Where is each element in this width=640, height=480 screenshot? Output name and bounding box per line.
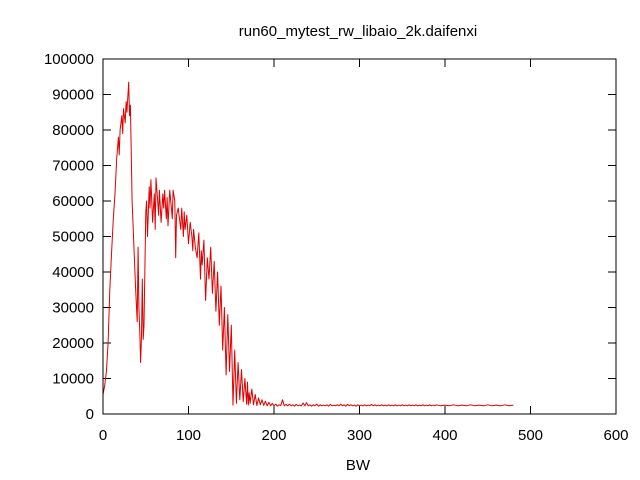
chart-title: run60_mytest_rw_libaio_2k.daifenxi — [239, 23, 477, 40]
y-tick-label: 90000 — [52, 87, 94, 104]
x-tick-label: 100 — [176, 427, 201, 444]
series-layer — [102, 81, 514, 407]
y-tick-label: 80000 — [52, 122, 94, 139]
y-tick-label: 60000 — [52, 193, 94, 210]
y-tick-label: 0 — [86, 406, 94, 423]
x-tick-label: 500 — [518, 427, 543, 444]
x-tick-label: 0 — [99, 427, 107, 444]
x-tick-label: 300 — [347, 427, 372, 444]
y-tick-label: 40000 — [52, 264, 94, 281]
x-tick-label: 400 — [432, 427, 457, 444]
y-tick-label: 30000 — [52, 300, 94, 317]
x-tick-label: 200 — [261, 427, 286, 444]
series-line-bandwidth — [102, 81, 514, 407]
y-axis-tick-labels: 0 10000 20000 30000 40000 50000 60000 70000 8000… — [44, 51, 94, 423]
x-axis-tick-labels: 0 100 200 300 400 500 600 — [99, 427, 629, 444]
y-tick-label: 50000 — [52, 229, 94, 246]
y-tick-label: 10000 — [52, 371, 94, 388]
y-tick-label: 20000 — [52, 335, 94, 352]
x-axis-title: BW — [346, 457, 371, 474]
y-tick-label: 100000 — [44, 51, 94, 68]
plot-frame — [102, 58, 617, 415]
x-tick-label: 600 — [603, 427, 628, 444]
y-tick-label: 70000 — [52, 158, 94, 175]
